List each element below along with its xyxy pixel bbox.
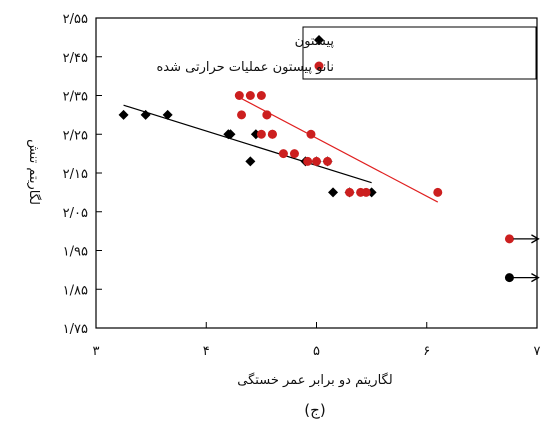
trend-lines <box>123 96 439 203</box>
data-points <box>118 91 443 198</box>
legend-box <box>302 26 537 80</box>
runout-point-piston <box>504 273 514 283</box>
legend-label-piston: پیستون <box>295 34 335 49</box>
data-point-diamond <box>225 129 236 140</box>
figure-caption: (ج) <box>304 401 325 420</box>
data-point-circle <box>278 149 288 159</box>
data-point-circle <box>289 149 299 159</box>
legend-marker-circle <box>314 61 324 71</box>
data-point-circle <box>361 187 371 197</box>
x-axis-title: لگاریتم دو برابر عمر خستگی <box>237 372 392 388</box>
x-tick-label: ۷ <box>534 344 541 359</box>
data-point-circle <box>323 156 333 166</box>
y-tick-label: ۲/۲۵ <box>63 128 88 143</box>
runout-arrow-head <box>531 234 540 244</box>
data-point-diamond <box>245 156 256 167</box>
data-point-circle <box>303 156 313 166</box>
data-point-circle <box>256 91 266 100</box>
y-tick-label: ۱/۷۵ <box>63 322 88 337</box>
legend: پیستون نانو پیستون عملیات حرارتی شده <box>156 26 537 80</box>
y-tick-label: ۱/۸۵ <box>63 283 88 298</box>
data-point-diamond <box>162 109 173 120</box>
x-tick-label: ۶ <box>423 344 430 359</box>
trend-line-series-0 <box>123 104 372 184</box>
data-point-circle <box>267 129 277 139</box>
data-point-circle <box>237 110 247 120</box>
data-point-circle <box>345 187 355 197</box>
data-point-diamond <box>140 109 151 120</box>
data-point-circle <box>306 129 316 139</box>
y-tick-label: ۱/۹۵ <box>63 245 88 260</box>
data-point-circle <box>245 91 255 100</box>
y-axis-title: لگاریتم تنش <box>26 139 42 205</box>
x-tick-label: ۳ <box>93 344 100 359</box>
data-point-circle <box>433 187 443 197</box>
x-tick-label: ۴ <box>203 344 210 359</box>
y-tick-label: ۲/۵۵ <box>63 12 88 27</box>
x-tick-label: ۵ <box>313 344 320 359</box>
data-point-diamond <box>118 109 129 120</box>
y-tick-label: ۲/۳۵ <box>63 90 88 105</box>
runout-markers <box>504 234 540 283</box>
y-tick-label: ۲/۰۵ <box>63 206 88 221</box>
legend-label-nano-piston: نانو پیستون عملیات حرارتی شده <box>156 60 334 75</box>
y-tick-label: ۲/۴۵ <box>63 51 88 66</box>
runout-point-nano-piston <box>504 234 514 244</box>
trend-line-series-1 <box>239 96 439 203</box>
data-point-diamond <box>328 187 339 198</box>
runout-arrow-head <box>531 273 540 283</box>
data-point-circle <box>234 91 244 100</box>
data-point-circle <box>262 110 272 120</box>
axis-ticks: ۱/۷۵ ۱/۸۵ ۱/۹۵ ۲/۰۵ ۲/۱۵ ۲/۲۵ ۲/۳۵ ۲/۴۵ ۲/۵۵ ۳ ۴ ۵ ۶… <box>63 12 541 359</box>
legend-marker-diamond <box>314 35 324 45</box>
data-point-circle <box>312 156 321 166</box>
data-point-circle <box>256 129 266 139</box>
y-tick-label: ۲/۱۵ <box>63 167 88 182</box>
